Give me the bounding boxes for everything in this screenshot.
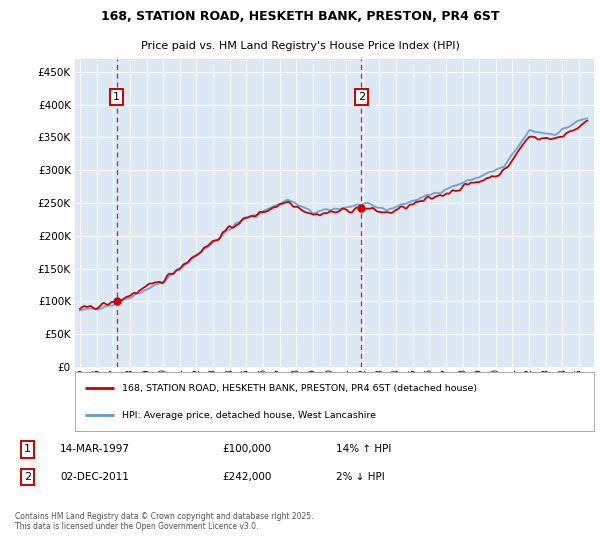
Text: 2: 2 [24, 472, 31, 482]
Text: 14-MAR-1997: 14-MAR-1997 [60, 445, 130, 455]
Text: 1: 1 [113, 92, 120, 102]
Text: 1: 1 [24, 445, 31, 455]
Text: 168, STATION ROAD, HESKETH BANK, PRESTON, PR4 6ST (detached house): 168, STATION ROAD, HESKETH BANK, PRESTON… [122, 384, 477, 393]
Text: Price paid vs. HM Land Registry's House Price Index (HPI): Price paid vs. HM Land Registry's House … [140, 41, 460, 51]
Text: HPI: Average price, detached house, West Lancashire: HPI: Average price, detached house, West… [122, 411, 376, 420]
Text: 14% ↑ HPI: 14% ↑ HPI [336, 445, 391, 455]
Text: £100,000: £100,000 [222, 445, 271, 455]
Text: Contains HM Land Registry data © Crown copyright and database right 2025.
This d: Contains HM Land Registry data © Crown c… [15, 512, 314, 531]
Text: £242,000: £242,000 [222, 472, 271, 482]
Text: 02-DEC-2011: 02-DEC-2011 [60, 472, 129, 482]
Text: 2: 2 [358, 92, 365, 102]
Text: 2% ↓ HPI: 2% ↓ HPI [336, 472, 385, 482]
Text: 168, STATION ROAD, HESKETH BANK, PRESTON, PR4 6ST: 168, STATION ROAD, HESKETH BANK, PRESTON… [101, 10, 499, 23]
